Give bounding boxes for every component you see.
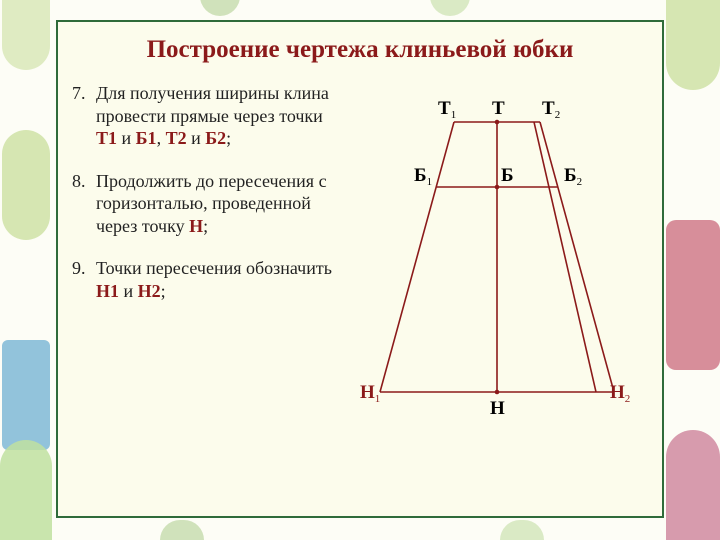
diagram-label: Н <box>490 398 505 419</box>
diagram-label: Т1 <box>438 98 456 121</box>
diagram-line <box>534 122 596 392</box>
diagram-label: Н2 <box>610 382 630 405</box>
content-row: 7. Для получения ширины клина провести пр… <box>58 82 662 447</box>
diagram-line <box>540 122 614 392</box>
bg-strip <box>500 520 544 540</box>
diagram-label: Т2 <box>542 98 560 121</box>
step-number: 9. <box>72 257 86 280</box>
step-number: 8. <box>72 170 86 193</box>
diagram-label: Н1 <box>360 382 380 405</box>
bg-strip <box>0 440 52 540</box>
bg-strip <box>666 430 720 540</box>
step-item: 9. Точки пересечения обозначить Н1 и Н2; <box>72 257 336 302</box>
highlight: Н1 <box>96 281 119 301</box>
step-item: 8. Продолжить до пересечения с горизонтал… <box>72 170 336 238</box>
bg-strip <box>200 0 240 16</box>
diagram-line <box>380 122 454 392</box>
diagram-label: Т <box>492 98 505 119</box>
step-text: Продолжить до пересечения с горизонталью… <box>96 171 327 236</box>
highlight: Т2 <box>166 128 187 148</box>
diagram-point <box>495 120 500 125</box>
step-text: Для получения ширины клина провести прям… <box>96 83 329 148</box>
bg-strip <box>430 0 470 16</box>
bg-strip <box>666 220 720 370</box>
bg-strip <box>2 130 50 240</box>
highlight: Н2 <box>138 281 161 301</box>
step-item: 7. Для получения ширины клина провести пр… <box>72 82 336 150</box>
highlight: Н <box>189 216 203 236</box>
diagram-label: Б2 <box>564 165 582 188</box>
page-title: Построение чертежа клиньевой юбки <box>58 36 662 64</box>
diagram-column: Т Т1 Т2 Б Б1 Б2 Н Н1 Н2 <box>342 82 654 447</box>
step-text: Точки пересечения обозначить Н1 и Н2; <box>96 258 332 301</box>
highlight: Б1 <box>136 128 157 148</box>
diagram-point <box>495 185 500 190</box>
bg-strip <box>2 0 50 70</box>
diagram-label: Б <box>501 165 514 186</box>
highlight: Б2 <box>205 128 226 148</box>
bg-strip <box>2 340 50 450</box>
text-column: 7. Для получения ширины клина провести пр… <box>72 82 342 447</box>
wedge-skirt-diagram: Т Т1 Т2 Б Б1 Б2 Н Н1 Н2 <box>342 82 652 442</box>
bg-strip <box>666 0 720 90</box>
highlight: Т1 <box>96 128 117 148</box>
diagram-label: Б1 <box>414 165 432 188</box>
main-panel: Построение чертежа клиньевой юбки 7. Для … <box>56 20 664 518</box>
steps-list: 7. Для получения ширины клина провести пр… <box>72 82 336 302</box>
step-number: 7. <box>72 82 86 105</box>
bg-strip <box>160 520 204 540</box>
diagram-point <box>495 390 500 395</box>
